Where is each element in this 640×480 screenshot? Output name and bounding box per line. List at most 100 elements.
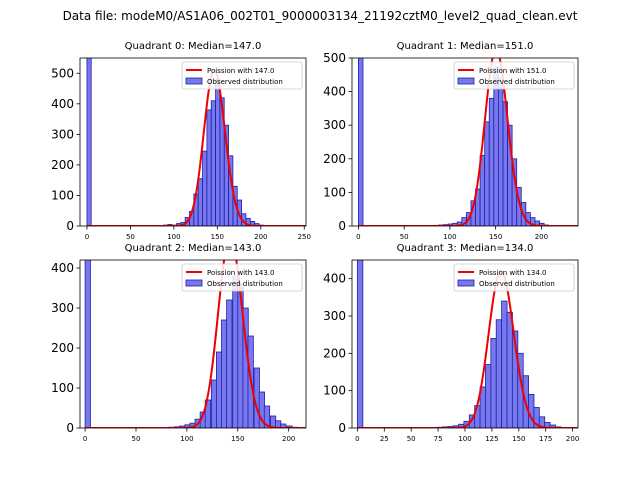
legend: Poission with 147.0 Observed distribution (181, 61, 303, 90)
chart-title: Quadrant 1: Median=151.0 (397, 41, 534, 52)
y-tick-label: 400 (323, 272, 346, 286)
y-tick-label: 200 (51, 158, 74, 172)
y-tick-label: 300 (323, 309, 346, 323)
histogram-bar (221, 319, 228, 428)
histogram-bar (493, 67, 499, 226)
legend-observed-label: Observed distribution (207, 280, 283, 288)
x-tick-label: 0 (355, 435, 359, 443)
legend-observed-swatch (185, 279, 203, 287)
y-tick-label: 100 (323, 384, 346, 398)
x-tick-label: 150 (211, 233, 224, 241)
x-tick-label: 100 (167, 233, 180, 241)
y-tick-label: 0 (66, 219, 74, 233)
y-tick-label: 100 (51, 188, 74, 202)
legend-observed-swatch (185, 77, 203, 85)
histogram-bar (232, 275, 239, 428)
y-tick-label: 200 (51, 341, 74, 355)
chart-quadrant-0: 0 50 100 150 200 250 0 100 200 300 400 500 Quadrant … (51, 41, 311, 241)
x-tick-label: 125 (485, 435, 498, 443)
histogram-bar (226, 299, 233, 428)
histogram-bar (215, 78, 221, 226)
legend-poisson-label: Poission with 147.0 (207, 67, 275, 75)
x-tick-label: 25 (380, 435, 389, 443)
y-tick-label: 300 (323, 118, 346, 132)
x-tick-label: 150 (489, 233, 502, 241)
histogram-bar (216, 351, 223, 428)
histogram-bar (528, 393, 535, 428)
legend: Poission with 151.0 Observed distribution (453, 61, 575, 90)
histogram-bar (263, 405, 271, 428)
x-tick-label: 150 (512, 435, 525, 443)
histogram-bar (206, 109, 212, 226)
y-tick-label: 400 (51, 97, 74, 111)
x-tick-label: 50 (132, 435, 141, 443)
x-tick-label: 200 (282, 435, 295, 443)
axes-frame (351, 57, 579, 227)
legend-observed-label: Observed distribution (479, 78, 555, 86)
plot-area (356, 260, 578, 428)
x-tick-label: 100 (443, 233, 456, 241)
y-tick-label: 0 (66, 421, 74, 435)
x-tick-label: 200 (566, 435, 579, 443)
x-tick-label: 100 (458, 435, 471, 443)
histogram-bar (86, 58, 92, 226)
axes-frame (79, 259, 307, 429)
histogram-bar (358, 58, 364, 226)
x-tick-label: 75 (434, 435, 443, 443)
x-tick-label: 50 (400, 233, 409, 241)
legend-observed-label: Observed distribution (207, 78, 283, 86)
chart-title: Quadrant 2: Median=143.0 (125, 243, 262, 254)
y-tick-label: 500 (323, 51, 346, 65)
y-tick-label: 500 (51, 66, 74, 80)
histogram-bar (506, 311, 513, 428)
x-tick-label: 50 (407, 435, 416, 443)
x-tick-label: 100 (180, 435, 193, 443)
legend: Poission with 134.0 Observed distribution (453, 263, 575, 292)
histogram-bar (485, 364, 492, 428)
x-tick-label: 150 (231, 435, 244, 443)
y-tick-label: 100 (323, 185, 346, 199)
legend: Poission with 143.0 Observed distribution (181, 263, 303, 292)
y-tick-label: 400 (323, 85, 346, 99)
plot-area (84, 260, 306, 428)
histogram-bar (501, 300, 508, 428)
chart-quadrant-2: 0 50 100 150 200 0 100 200 300 400 Quadrant 2: Med… (51, 243, 307, 443)
y-tick-label: 400 (51, 261, 74, 275)
chart-title: Quadrant 3: Median=134.0 (397, 243, 534, 254)
y-tick-label: 0 (338, 421, 346, 435)
x-tick-label: 50 (126, 233, 135, 241)
x-tick-label: 0 (356, 233, 360, 241)
x-tick-label: 175 (539, 435, 552, 443)
legend-poisson-label: Poission with 151.0 (479, 67, 547, 75)
chart-title: Quadrant 0: Median=147.0 (125, 41, 262, 52)
legend-poisson-label: Poission with 143.0 (207, 269, 275, 277)
histogram-bar (202, 150, 208, 226)
histogram-bar (495, 319, 503, 428)
poisson-curve (86, 68, 306, 226)
plot-area (86, 58, 306, 226)
x-tick-label: 200 (535, 233, 548, 241)
y-tick-label: 200 (323, 346, 346, 360)
x-tick-label: 250 (298, 233, 311, 241)
chart-quadrant-3: 0 25 50 75 100 125 150 175 200 0 100 200 300 400 Quadr… (323, 243, 579, 443)
histogram-bar (210, 100, 216, 226)
histogram-bar (197, 178, 203, 226)
y-tick-label: 100 (51, 381, 74, 395)
histogram-bar (488, 97, 495, 226)
y-tick-label: 200 (323, 152, 346, 166)
legend-observed-label: Observed distribution (479, 280, 555, 288)
legend-poisson-label: Poission with 134.0 (479, 269, 547, 277)
axes-frame (79, 57, 307, 227)
x-tick-label: 0 (85, 233, 89, 241)
histogram-bar (210, 379, 218, 428)
histogram-bar (280, 423, 287, 428)
poisson-curve (357, 269, 578, 428)
y-tick-label: 300 (51, 301, 74, 315)
histogram-bar (497, 77, 504, 226)
poisson-curve (85, 260, 306, 428)
legend-observed-swatch (457, 279, 475, 287)
x-tick-label: 200 (254, 233, 267, 241)
legend-observed-swatch (457, 77, 475, 85)
histogram-bar (356, 260, 364, 428)
